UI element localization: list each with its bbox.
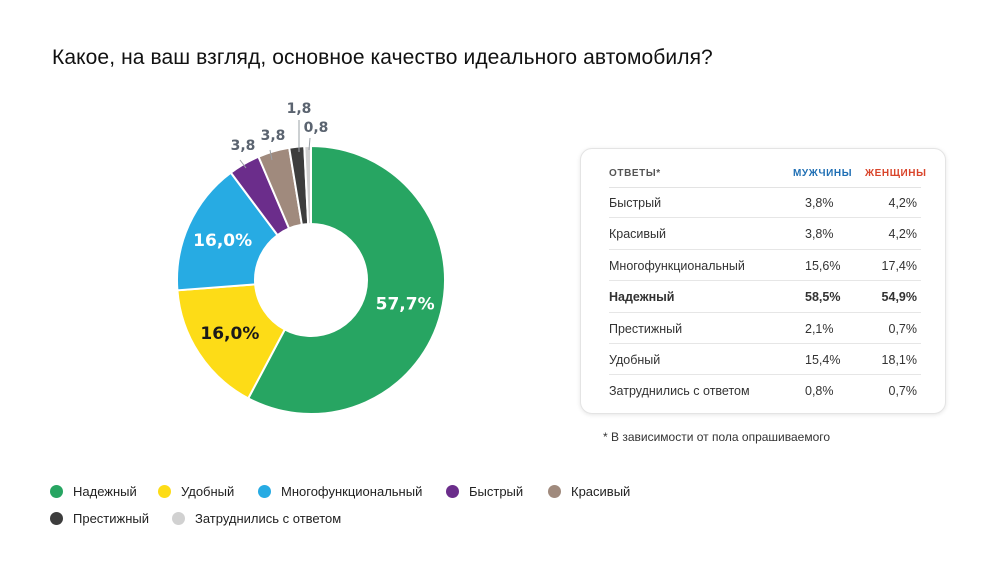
answer-cell: Удобный <box>609 352 661 367</box>
slice-label-5: 3,8 <box>261 128 286 144</box>
legend-label: Быстрый <box>469 483 524 499</box>
men-cell: 15,6% <box>805 258 841 273</box>
legend: Надежный Удобный Многофункциональный Быстры… <box>50 482 750 536</box>
slice-7 <box>303 144 312 226</box>
slice-label-6: 1,8 <box>287 101 312 117</box>
chart-title: Какое, на ваш взгляд, основное качество … <box>52 46 713 69</box>
slice-label-2: 16,0% <box>200 324 259 344</box>
leader-line-4 <box>239 159 247 169</box>
women-cell: 4,2% <box>888 227 918 242</box>
slice-label-7: 0,8 <box>304 120 329 136</box>
legend-item: Надежный <box>50 482 137 500</box>
table-row: Надежный 58,5% 54,9% <box>609 281 921 313</box>
men-cell: 58,5% <box>805 290 841 305</box>
header-men: МУЖЧИНЫ <box>793 168 853 179</box>
legend-swatch-icon <box>258 484 271 498</box>
slice-1 <box>246 144 446 415</box>
men-cell: 0,8% <box>805 384 834 399</box>
answer-cell: Быстрый <box>609 196 662 210</box>
legend-swatch-icon <box>158 484 171 498</box>
legend-item: Красивый <box>548 482 630 500</box>
legend-label: Красивый <box>571 483 631 499</box>
table-row: Быстрый 3,8% 4,2% <box>609 187 921 219</box>
answer-cell: Многофункциональный <box>609 258 745 273</box>
slice-label-3: 16,0% <box>193 231 252 251</box>
answer-cell: Красивый <box>609 227 667 242</box>
women-cell: 0,7% <box>888 384 918 399</box>
answer-cell: Надежный <box>609 290 675 305</box>
legend-swatch-icon <box>548 484 561 498</box>
legend-item: Затруднились с ответом <box>172 509 341 527</box>
table-row: Затруднились с ответом 0,8% 0,7% <box>609 375 921 405</box>
leader-line-5 <box>269 149 273 161</box>
legend-item: Многофункциональный <box>258 482 422 500</box>
men-cell: 3,8% <box>805 196 834 210</box>
legend-label: Престижный <box>73 510 150 526</box>
header-women: ЖЕНЩИНЫ <box>865 168 927 179</box>
footnote: * В зависимости от пола опрашиваемого <box>603 430 831 444</box>
legend-row: Престижный Затруднились с ответом <box>50 509 750 536</box>
legend-row: Надежный Удобный Многофункциональный Быстры… <box>50 482 750 509</box>
table-row: Престижный 2,1% 0,7% <box>609 313 921 344</box>
table-header: ОТВЕТЫ* МУЖЧИНЫ ЖЕНЩИНЫ <box>609 161 926 188</box>
table-row: Красивый 3,8% 4,2% <box>609 218 921 250</box>
table-body: Быстрый 3,8% 4,2% Красивый 3,8% 4,2% Многофунк… <box>609 187 921 406</box>
table-row: Удобный 15,4% 18,1% <box>609 344 921 376</box>
women-cell: 18,1% <box>881 352 917 367</box>
legend-item: Престижный <box>50 509 149 527</box>
legend-swatch-icon <box>50 484 63 498</box>
legend-swatch-icon <box>50 511 63 525</box>
answer-cell: Затруднились с ответом <box>609 384 750 399</box>
women-cell: 54,9% <box>881 290 917 305</box>
men-cell: 3,8% <box>805 227 834 242</box>
slice-label-4: 3,8 <box>231 138 256 154</box>
women-cell: 17,4% <box>881 258 917 273</box>
legend-label: Затруднились с ответом <box>195 510 342 526</box>
men-cell: 15,4% <box>805 352 841 367</box>
men-cell: 2,1% <box>805 321 834 336</box>
slice-label-1: 57,7% <box>376 294 435 314</box>
answer-cell: Престижный <box>609 321 683 336</box>
legend-label: Многофункциональный <box>281 483 423 499</box>
legend-swatch-icon <box>172 511 185 525</box>
table-row: Многофункциональный 15,6% 17,4% <box>609 250 921 282</box>
leader-line-7 <box>308 137 311 151</box>
legend-label: Удобный <box>181 483 235 499</box>
women-cell: 4,2% <box>888 196 918 210</box>
donut-chart: 57,7%16,0%16,0%3,83,81,80,8 <box>176 101 446 415</box>
legend-item: Быстрый <box>446 482 523 500</box>
women-cell: 0,7% <box>888 321 918 336</box>
gender-table: ОТВЕТЫ* МУЖЧИНЫ ЖЕНЩИНЫ Быстрый 3,8% 4,2% К… <box>580 148 946 414</box>
legend-item: Удобный <box>158 482 234 500</box>
legend-swatch-icon <box>446 484 459 498</box>
header-answers: ОТВЕТЫ* <box>609 168 661 179</box>
legend-label: Надежный <box>73 483 137 499</box>
